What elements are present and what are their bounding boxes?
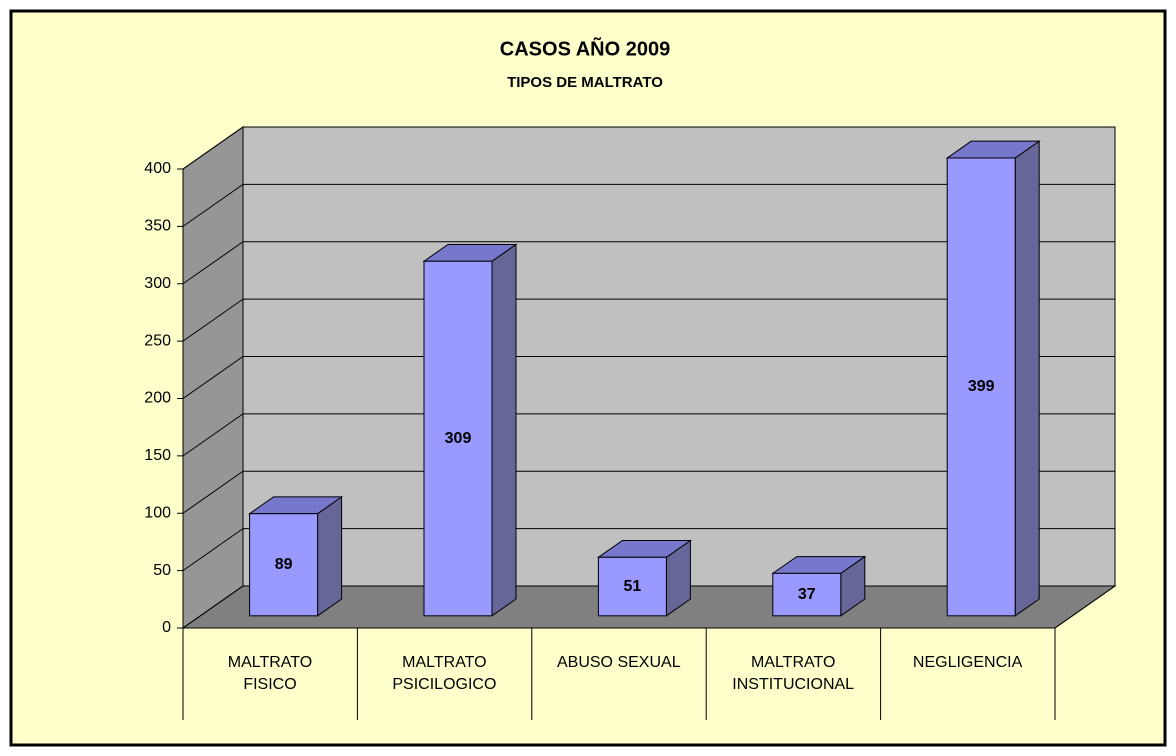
value-label: 37 xyxy=(798,586,816,603)
x-tick-label: NEGLIGENCIA xyxy=(912,654,1023,671)
bar-side xyxy=(317,495,343,617)
y-tick-label: 200 xyxy=(144,390,171,407)
y-tick-label: 300 xyxy=(144,275,171,292)
y-tick-label: 50 xyxy=(153,562,171,579)
grid-line xyxy=(182,470,244,514)
y-tick-label: 250 xyxy=(144,332,171,349)
value-label: 309 xyxy=(445,430,472,447)
bar xyxy=(423,260,493,617)
y-tick-label: 150 xyxy=(144,447,171,464)
y-tick-label: 350 xyxy=(144,218,171,235)
x-tick-label: ABUSO SEXUAL xyxy=(556,654,681,671)
x-tick-label: MALTRATO FISICO xyxy=(227,654,313,693)
bar xyxy=(249,513,319,617)
grid-line xyxy=(182,585,244,629)
grid-line xyxy=(182,298,244,342)
grid-line xyxy=(182,183,244,227)
value-label: 399 xyxy=(968,378,995,395)
y-tick-label: 400 xyxy=(144,160,171,177)
bar xyxy=(946,157,1016,617)
bar-side xyxy=(1014,140,1040,617)
x-axis-depth xyxy=(1054,585,1116,629)
x-tick-label: MALTRATO PSICILOGICO xyxy=(392,654,497,693)
grid-line xyxy=(182,126,244,170)
y-tick-label: 100 xyxy=(144,504,171,521)
value-label: 89 xyxy=(275,556,293,573)
bar xyxy=(597,556,667,617)
y-tick-label: 0 xyxy=(162,619,171,636)
x-tick-label: MALTRATO INSTITUCIONAL xyxy=(732,654,855,693)
chart-title: CASOS AÑO 2009 xyxy=(500,37,670,60)
grid-line xyxy=(182,413,244,457)
value-label: 51 xyxy=(624,578,642,595)
chart-subtitle: TIPOS DE MALTRATO xyxy=(507,74,663,91)
bar xyxy=(772,572,842,617)
bar-side xyxy=(491,243,517,617)
grid-line xyxy=(182,241,244,285)
grid-line xyxy=(182,356,244,399)
grid-line xyxy=(182,528,244,572)
